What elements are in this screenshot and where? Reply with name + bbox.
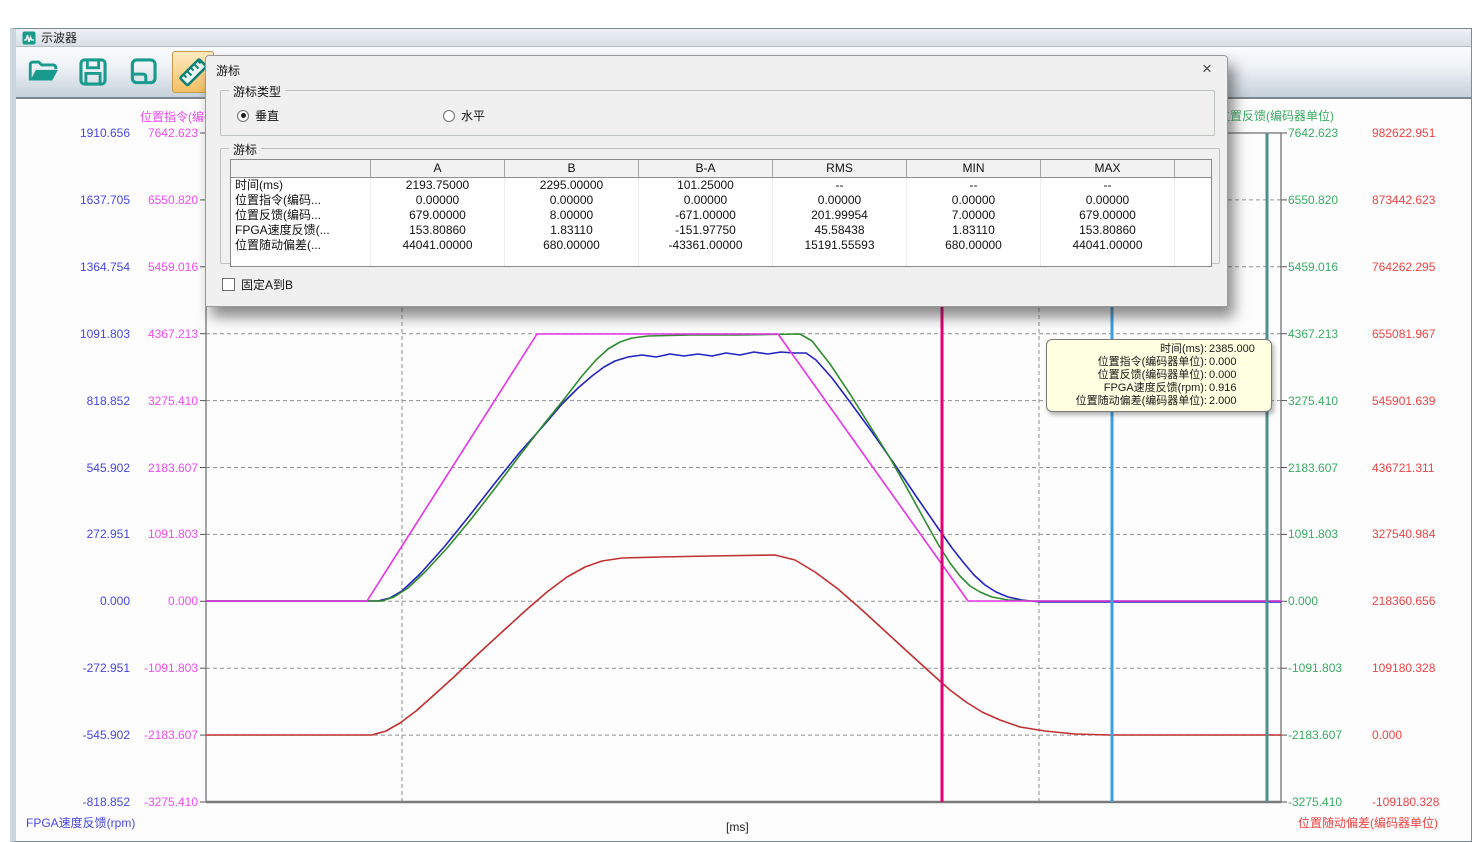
table-filler-cell [639, 253, 773, 266]
dialog-title: 游标 [216, 62, 240, 79]
table-cell: 680.00000 [907, 238, 1041, 253]
table-cell: 0.00000 [907, 193, 1041, 208]
fix-a-to-b-label: 固定A到B [241, 276, 293, 293]
close-icon[interactable]: × [1195, 58, 1219, 80]
table-filler-cell [371, 253, 505, 266]
table-cell: 101.25000 [639, 178, 773, 193]
tooltip-label: FPGA速度反馈(rpm): [1104, 382, 1207, 395]
axis-caption-following-error: 位置随动偏差(编码器单位) [1298, 814, 1438, 831]
series-curve-位置随动偏差 [206, 555, 1281, 735]
radio-vertical[interactable]: 垂直 [237, 107, 279, 124]
table-header-MIN: MIN [907, 160, 1041, 178]
table-cell: 0.00000 [505, 193, 639, 208]
table-cell: 位置反馈(编码... [231, 208, 371, 223]
tooltip-label: 位置反馈(编码器单位): [1098, 369, 1207, 382]
table-filler-cell [231, 253, 371, 266]
table-cell: 7.00000 [907, 208, 1041, 223]
table-cell [1175, 238, 1211, 253]
tooltip-line: 位置随动偏差(编码器单位): 2.000 [1051, 395, 1265, 408]
table-cell: 153.80860 [371, 223, 505, 238]
fix-a-to-b-checkbox[interactable]: 固定A到B [222, 276, 293, 293]
radio-horizontal-label: 水平 [461, 107, 485, 124]
table-cell [1175, 208, 1211, 223]
tooltip-value: 2.000 [1207, 395, 1265, 408]
cursor-type-groupbox: 游标类型 垂直 水平 [220, 90, 1215, 136]
cursor-group-label: 游标 [229, 141, 261, 158]
tooltip-line: 位置反馈(编码器单位): 0.000 [1051, 369, 1265, 382]
table-cell: -- [773, 178, 907, 193]
axis-caption-position-feedback: 位置反馈(编码器单位) [1218, 107, 1334, 124]
cursor-dialog: 游标 × 游标类型 垂直 水平 游标 ABB-ARMSMINMAX时间(ms)2… [205, 55, 1228, 307]
tooltip-value: 0.000 [1207, 369, 1265, 382]
radio-vertical-label: 垂直 [255, 107, 279, 124]
tooltip-value: 2385.000 [1207, 343, 1265, 356]
table-cell: -671.00000 [639, 208, 773, 223]
table-cell: 680.00000 [505, 238, 639, 253]
table-cell [1175, 193, 1211, 208]
table-cell: 15191.55593 [773, 238, 907, 253]
table-header-RMS: RMS [773, 160, 907, 178]
tooltip-label: 时间(ms): [1160, 343, 1207, 356]
radio-horizontal-circle[interactable] [443, 110, 455, 122]
table-cell: 0.00000 [371, 193, 505, 208]
table-cell: 0.00000 [773, 193, 907, 208]
tooltip-label: 位置指令(编码器单位): [1098, 356, 1207, 369]
cursor-type-group-label: 游标类型 [229, 83, 285, 100]
tooltip-line: FPGA速度反馈(rpm): 0.916 [1051, 382, 1265, 395]
table-header-blank [1175, 160, 1211, 178]
table-header-B-A: B-A [639, 160, 773, 178]
checkbox-box[interactable] [222, 278, 235, 291]
table-cell: -- [907, 178, 1041, 193]
table-filler-cell [1175, 253, 1211, 266]
table-cell: FPGA速度反馈(... [231, 223, 371, 238]
table-cell: 201.99954 [773, 208, 907, 223]
table-cell: -43361.00000 [639, 238, 773, 253]
cursor-values-groupbox: 游标 ABB-ARMSMINMAX时间(ms)2193.750002295.00… [220, 148, 1220, 264]
table-cell: 153.80860 [1041, 223, 1175, 238]
dialog-titlebar[interactable]: 游标 × [206, 56, 1227, 82]
table-cell: 44041.00000 [371, 238, 505, 253]
table-cell [1175, 223, 1211, 238]
table-header-A: A [371, 160, 505, 178]
table-cell: 679.00000 [371, 208, 505, 223]
table-cell: 2193.75000 [371, 178, 505, 193]
table-cell: 0.00000 [1041, 193, 1175, 208]
table-header-blank [231, 160, 371, 178]
axis-caption-speed-feedback: FPGA速度反馈(rpm) [26, 814, 135, 831]
table-cell: -- [1041, 178, 1175, 193]
table-cell: 2295.00000 [505, 178, 639, 193]
table-header-B: B [505, 160, 639, 178]
table-cell: 1.83110 [907, 223, 1041, 238]
table-cell: 0.00000 [639, 193, 773, 208]
tooltip-value: 0.000 [1207, 356, 1265, 369]
tooltip-line: 位置指令(编码器单位): 0.000 [1051, 356, 1265, 369]
table-filler-cell [907, 253, 1041, 266]
table-cell: 44041.00000 [1041, 238, 1175, 253]
table-header-MAX: MAX [1041, 160, 1175, 178]
cursor-values-table: ABB-ARMSMINMAX 时间(ms)2193.750002295.00000… [230, 159, 1212, 267]
x-axis-unit-label: [ms] [726, 820, 749, 834]
tooltip-value: 0.916 [1207, 382, 1265, 395]
table-filler-cell [773, 253, 907, 266]
table-cell: 679.00000 [1041, 208, 1175, 223]
radio-horizontal[interactable]: 水平 [443, 107, 485, 124]
table-cell: 位置随动偏差(... [231, 238, 371, 253]
hover-value-tooltip: 时间(ms): 2385.000位置指令(编码器单位): 0.000位置反馈(编… [1046, 339, 1272, 412]
radio-vertical-circle[interactable] [237, 110, 249, 122]
table-filler-cell [505, 253, 639, 266]
table-cell: 位置指令(编码... [231, 193, 371, 208]
table-filler-cell [1041, 253, 1175, 266]
table-cell: 45.58438 [773, 223, 907, 238]
table-cell [1175, 178, 1211, 193]
tooltip-line: 时间(ms): 2385.000 [1051, 343, 1265, 356]
table-cell: 1.83110 [505, 223, 639, 238]
table-cell: -151.97750 [639, 223, 773, 238]
table-cell: 8.00000 [505, 208, 639, 223]
table-cell: 时间(ms) [231, 178, 371, 193]
tooltip-label: 位置随动偏差(编码器单位): [1076, 395, 1207, 408]
